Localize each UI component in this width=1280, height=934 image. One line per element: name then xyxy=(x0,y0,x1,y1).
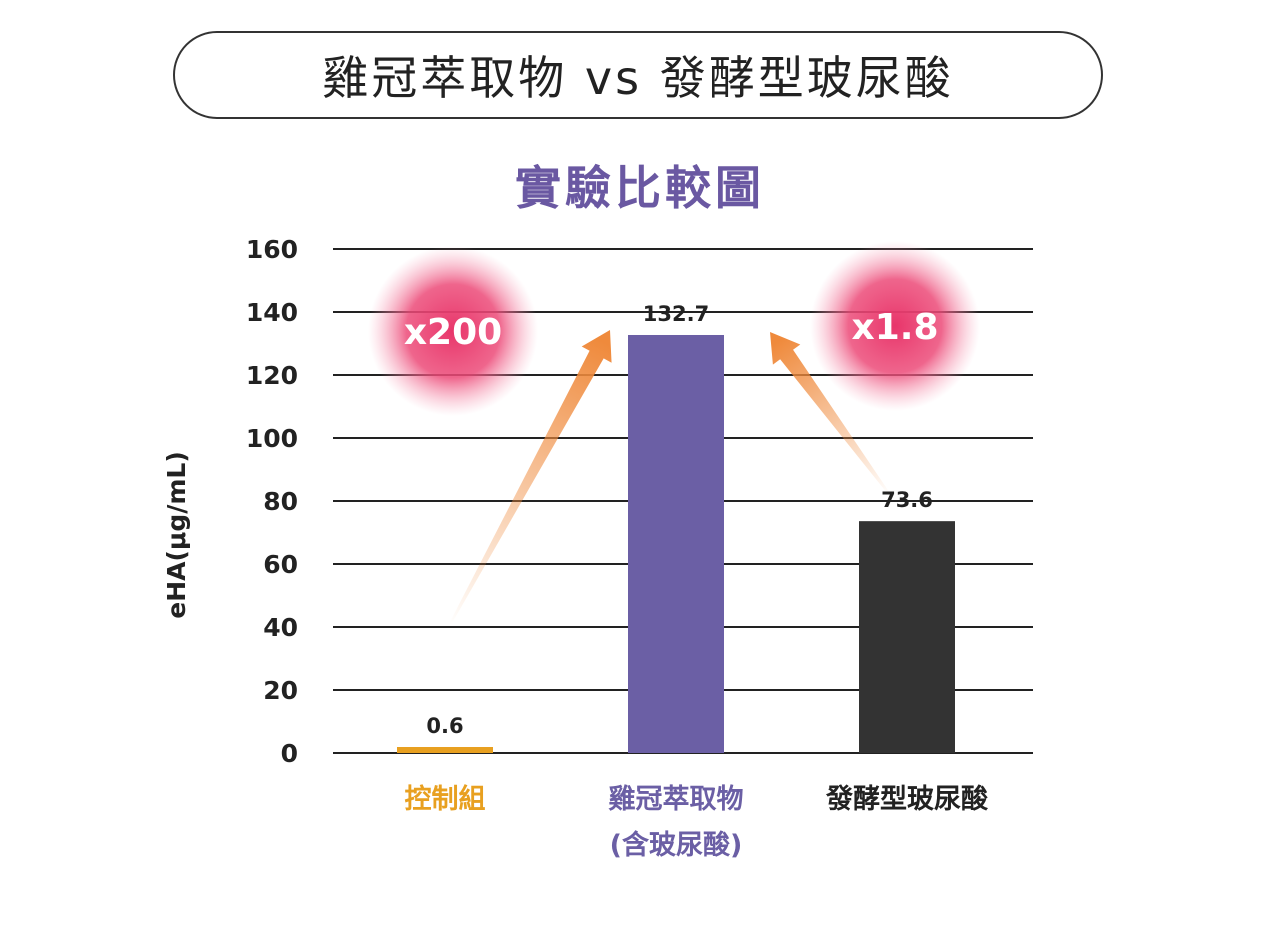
y-tick-label: 140 xyxy=(246,298,298,327)
y-tick-label: 160 xyxy=(246,235,298,264)
bar xyxy=(628,334,724,753)
x-tick-label: 控制組 xyxy=(405,783,486,815)
annotation-glow xyxy=(368,246,538,416)
x-tick-label: (含玻尿酸) xyxy=(610,829,743,861)
chart-subtitle: 實驗比較圖 xyxy=(515,161,765,215)
chart-title: 雞冠萃取物 vs 發酵型玻尿酸 xyxy=(173,31,1103,119)
y-tick-label: 0 xyxy=(281,739,298,768)
bar xyxy=(397,747,493,753)
data-label: 73.6 xyxy=(881,488,933,512)
arrow xyxy=(447,330,612,629)
x-tick-label: 發酵型玻尿酸 xyxy=(825,784,989,815)
y-tick-label: 80 xyxy=(263,487,298,516)
y-tick-label: 120 xyxy=(246,361,298,390)
annotation-label: x200 xyxy=(404,312,502,353)
y-tick-label: 20 xyxy=(263,676,298,705)
y-tick-label: 100 xyxy=(246,424,298,453)
annotation-glow xyxy=(810,241,980,411)
data-label: 0.6 xyxy=(426,714,463,738)
annotation-label: x1.8 xyxy=(852,307,939,348)
bar xyxy=(859,521,955,753)
y-tick-label: 60 xyxy=(263,550,298,579)
data-label: 132.7 xyxy=(643,302,709,326)
arrow xyxy=(770,332,891,496)
x-tick-label: 雞冠萃取物 xyxy=(608,784,744,815)
y-tick-label: 40 xyxy=(263,613,298,642)
y-axis-label: eHA(μg/mL) xyxy=(162,451,191,618)
